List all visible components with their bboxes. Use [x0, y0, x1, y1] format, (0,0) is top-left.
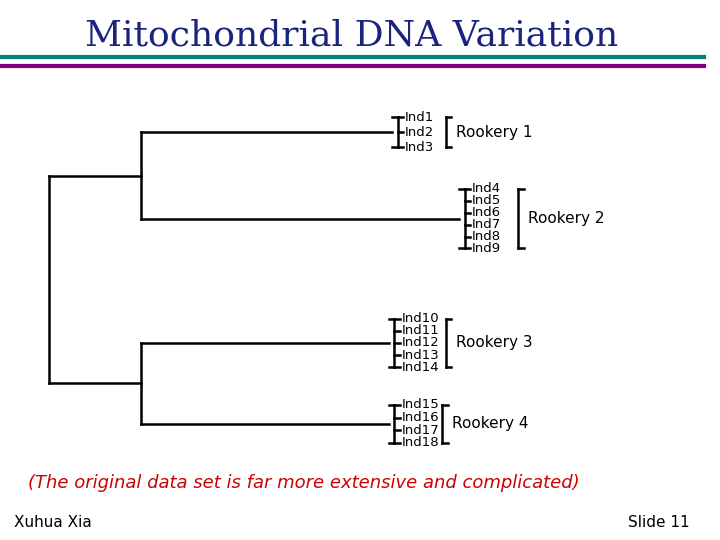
Text: Ind10: Ind10: [401, 312, 439, 325]
Text: Mitochondrial DNA Variation: Mitochondrial DNA Variation: [86, 18, 618, 52]
Text: Rookery 1: Rookery 1: [456, 125, 532, 140]
Text: Ind5: Ind5: [472, 194, 501, 207]
Text: Slide 11: Slide 11: [629, 515, 690, 530]
Text: Ind4: Ind4: [472, 183, 501, 195]
Text: Ind14: Ind14: [401, 361, 439, 374]
Text: (The original data set is far more extensive and complicated): (The original data set is far more exten…: [28, 474, 580, 492]
Text: Rookery 2: Rookery 2: [528, 211, 605, 226]
Text: Ind15: Ind15: [401, 399, 439, 411]
Text: Xuhua Xia: Xuhua Xia: [14, 515, 92, 530]
Text: Ind8: Ind8: [472, 230, 501, 243]
Text: Rookery 3: Rookery 3: [456, 335, 532, 350]
Text: Ind1: Ind1: [405, 111, 434, 124]
Text: Ind6: Ind6: [472, 206, 501, 219]
Text: Ind3: Ind3: [405, 140, 434, 154]
Text: Ind11: Ind11: [401, 324, 439, 338]
Text: Ind12: Ind12: [401, 336, 439, 349]
Text: Ind17: Ind17: [401, 424, 439, 437]
Text: Ind2: Ind2: [405, 126, 434, 139]
Text: Ind18: Ind18: [401, 436, 439, 449]
Text: Rookery 4: Rookery 4: [452, 416, 528, 431]
Text: Ind16: Ind16: [401, 411, 439, 424]
Text: Ind9: Ind9: [472, 242, 501, 255]
Text: Ind7: Ind7: [472, 218, 501, 231]
Text: Ind13: Ind13: [401, 348, 439, 362]
